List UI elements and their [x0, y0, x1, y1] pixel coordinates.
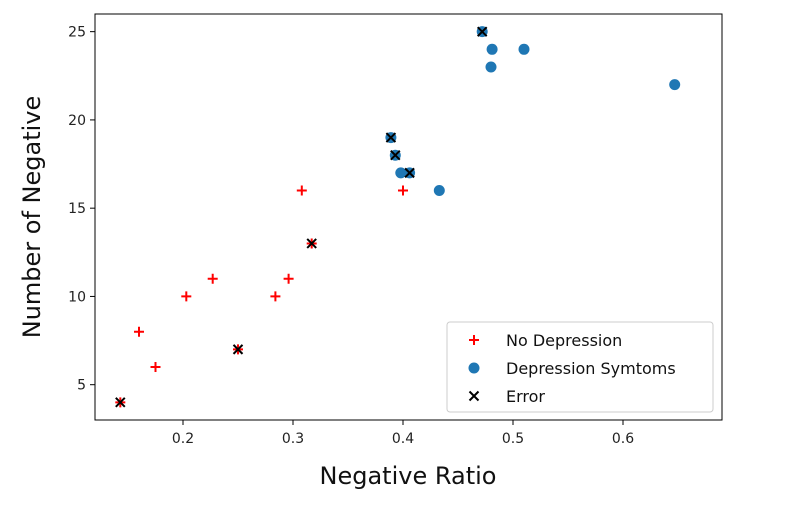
data-point — [398, 185, 408, 196]
legend-label: No Depression — [506, 331, 622, 350]
x-tick-label: 0.5 — [502, 431, 524, 447]
data-point — [181, 291, 192, 302]
legend-marker — [469, 335, 479, 345]
data-point — [669, 79, 681, 91]
data-point — [486, 43, 498, 55]
data-point — [395, 167, 407, 179]
data-point — [232, 344, 244, 355]
data-point — [207, 273, 218, 284]
data-point — [385, 132, 397, 143]
y-tick-label: 5 — [77, 378, 86, 394]
x-tick-label: 0.2 — [172, 431, 194, 447]
data-point — [433, 185, 445, 197]
data-point — [476, 26, 488, 37]
data-point — [296, 185, 307, 196]
x-tick-label: 0.4 — [392, 431, 414, 447]
axis-ticks: 0.2 0.3 0.4 0.5 0.6 5 10 15 20 25 — [68, 25, 634, 447]
y-tick-label: 10 — [68, 289, 86, 305]
data-point — [518, 43, 530, 55]
x-tick-label: 0.3 — [282, 431, 304, 447]
y-axis-title: Number of Negative — [18, 96, 46, 339]
y-tick-label: 20 — [68, 113, 86, 129]
x-axis-title: Negative Ratio — [320, 462, 497, 490]
data-point — [270, 291, 281, 302]
legend-marker — [468, 362, 480, 374]
data-point — [150, 362, 161, 373]
data-point — [134, 326, 144, 337]
legend-marker — [468, 390, 480, 402]
legend-label: Error — [506, 387, 545, 406]
data-point — [485, 61, 497, 73]
data-point — [283, 273, 294, 284]
y-tick-label: 15 — [68, 201, 86, 217]
y-tick-label: 25 — [68, 25, 86, 41]
data-point — [390, 150, 401, 161]
legend-label: Depression Symtoms — [506, 359, 676, 378]
data-point — [115, 397, 126, 408]
data-points — [115, 26, 681, 408]
legend: No Depression Depression Symtoms Error — [446, 321, 714, 413]
data-point — [306, 238, 317, 249]
x-tick-label: 0.6 — [612, 431, 634, 447]
data-point — [404, 167, 415, 179]
legend-frame — [446, 321, 714, 413]
